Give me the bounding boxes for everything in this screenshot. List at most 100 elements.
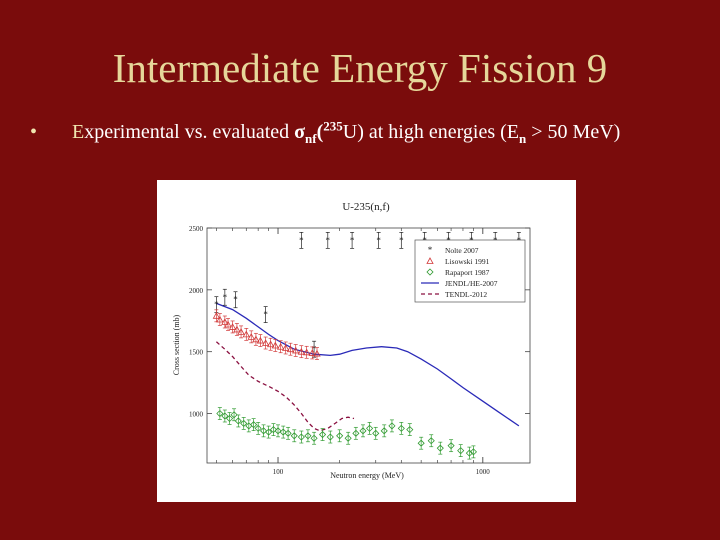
data-point [276, 342, 285, 350]
data-point [406, 426, 414, 434]
isotope-mass: 235 [323, 118, 343, 134]
data-point [469, 448, 478, 456]
data-point [447, 442, 455, 450]
bullet-first-letter: E [72, 121, 85, 143]
energy-subscript: n [519, 131, 527, 146]
x-axis-label: Neutron energy (MeV) [330, 471, 404, 480]
data-point: * [263, 310, 268, 320]
legend-label: Lisowski 1991 [445, 257, 490, 266]
y-axis-label: Cross section (mb) [172, 314, 181, 375]
chart-legend: * Nolte 2007 Lisowski 1991 Rapaport 1987 JEN… [414, 239, 526, 303]
data-point [256, 336, 265, 344]
data-point [417, 439, 425, 447]
data-point [221, 412, 229, 420]
data-point [250, 421, 258, 429]
data-point [252, 335, 260, 343]
legend-label: TENDL-2012 [445, 290, 487, 299]
data-point [216, 315, 224, 323]
data-point [397, 424, 405, 432]
data-point [224, 320, 232, 328]
data-point [271, 341, 279, 349]
series-lisowski-1991 [212, 309, 321, 360]
data-point: * [376, 235, 381, 245]
data-point [286, 345, 295, 353]
data-point [297, 433, 305, 441]
data-point: * [326, 235, 331, 245]
data-point [318, 430, 327, 439]
y-tick-label: 2500 [189, 225, 204, 233]
data-point [216, 409, 224, 418]
data-point [284, 429, 292, 437]
data-point [269, 426, 278, 434]
data-point [372, 429, 380, 437]
data-point [265, 428, 273, 436]
data-point: * [233, 295, 238, 305]
data-point [352, 429, 360, 437]
y-tick-label: 1500 [189, 349, 204, 357]
data-point [233, 325, 241, 333]
data-point [261, 339, 270, 346]
data-point [254, 424, 262, 432]
data-point [237, 328, 245, 335]
sigma-subscript: nf [305, 131, 317, 146]
plot-panel: U-235(n,f) 1000 1500 2000 2500 100 1000 * * * *… [157, 180, 576, 502]
data-point [282, 344, 290, 351]
data-point [266, 340, 275, 348]
x-axis-ticks: 100 1000 [216, 228, 490, 476]
isotope-rest: U) at high energies (E [342, 121, 520, 143]
slide-title: Intermediate Energy Fission 9 [112, 45, 608, 91]
data-point [304, 432, 312, 440]
series-line [215, 341, 355, 432]
data-point [308, 349, 316, 356]
data-point: * [223, 292, 228, 302]
data-point [427, 437, 435, 445]
data-point [457, 447, 465, 455]
data-point [274, 427, 282, 435]
chart-title: U-235(n,f) [342, 201, 390, 213]
legend-box [414, 239, 526, 303]
legend-swatch [426, 268, 434, 276]
series-tendl-2012 [215, 341, 355, 432]
data-point: * [299, 235, 304, 245]
data-point [465, 449, 473, 457]
bullet-text-b: > 50 MeV) [526, 121, 621, 143]
y-axis-ticks: 1000 1500 2000 2500 [189, 225, 530, 419]
data-point [366, 424, 374, 432]
series-layer: *************** [212, 232, 522, 460]
bullet-marker: • [30, 121, 38, 143]
y-tick-label: 2000 [189, 287, 204, 295]
data-point: * [399, 235, 404, 245]
data-point [228, 323, 237, 330]
data-point [297, 347, 306, 355]
data-point [226, 414, 234, 423]
data-point [234, 417, 242, 425]
data-point [212, 311, 221, 319]
data-point [388, 422, 396, 430]
series-rapaport-1987 [216, 407, 478, 460]
data-point [436, 444, 444, 452]
x-tick-label: 1000 [476, 468, 491, 476]
data-point [247, 333, 255, 340]
data-point [259, 427, 268, 435]
data-point [292, 346, 300, 354]
data-point [359, 427, 367, 435]
data-point: * [350, 235, 355, 245]
legend-swatch: * [428, 245, 433, 255]
data-point [242, 330, 250, 338]
x-tick-label: 100 [273, 468, 284, 476]
data-point [313, 349, 321, 357]
legend-label: JENDL/HE-2007 [445, 279, 498, 288]
data-point [221, 318, 229, 325]
legend-label: Nolte 2007 [445, 246, 479, 255]
data-point: * [312, 344, 317, 354]
series-jendl-he-2007 [216, 302, 520, 427]
data-point [230, 411, 238, 419]
data-point [326, 433, 334, 441]
data-point [344, 434, 352, 442]
y-tick-label: 1000 [189, 411, 204, 419]
bullet-text: Experimental vs. evaluated σnf(235U) at … [72, 118, 702, 147]
sigma-symbol: σ [294, 121, 306, 143]
legend-label: Rapaport 1987 [445, 268, 490, 277]
data-point [279, 428, 287, 436]
